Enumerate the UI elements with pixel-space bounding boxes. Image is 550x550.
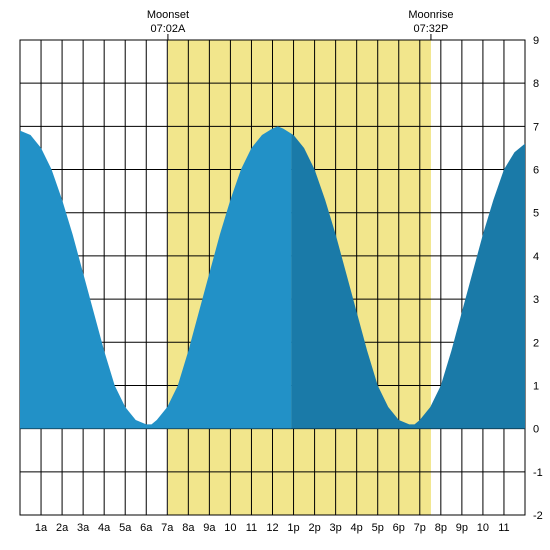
tide-chart: 1a2a3a4a5a6a7a8a9a1011121p2p3p4p5p6p7p8p… (0, 0, 550, 550)
chart-svg: 1a2a3a4a5a6a7a8a9a1011121p2p3p4p5p6p7p8p… (0, 0, 550, 550)
x-tick-label: 3p (330, 522, 342, 534)
x-tick-label: 8a (182, 522, 195, 534)
x-tick-label: 1p (287, 522, 299, 534)
annotation-time: 07:02A (150, 23, 186, 35)
x-tick-label: 4p (351, 522, 363, 534)
x-tick-label: 10 (477, 522, 489, 534)
y-tick-label: 7 (533, 121, 539, 133)
annotation-title: Moonrise (408, 9, 453, 21)
x-tick-label: 6p (393, 522, 405, 534)
x-tick-label: 11 (246, 522, 257, 534)
x-tick-label: 5a (119, 522, 132, 534)
annotation-title: Moonset (147, 9, 189, 21)
x-tick-label: 10 (224, 522, 236, 534)
y-tick-label: 2 (533, 337, 539, 349)
y-tick-label: 8 (533, 78, 539, 90)
x-tick-label: 7a (161, 522, 174, 534)
x-tick-label: 4a (98, 522, 111, 534)
x-tick-label: 8p (435, 522, 447, 534)
y-tick-label: 3 (533, 294, 539, 306)
x-tick-label: 12 (266, 522, 278, 534)
y-tick-label: 0 (533, 424, 539, 436)
y-tick-label: 4 (533, 251, 539, 263)
y-tick-label: 1 (533, 380, 539, 392)
y-tick-label: -2 (533, 510, 543, 522)
annotation-time: 07:32P (414, 23, 449, 35)
x-tick-label: 5p (372, 522, 384, 534)
x-tick-label: 2a (56, 522, 69, 534)
x-tick-label: 7p (414, 522, 426, 534)
y-tick-label: 6 (533, 165, 539, 177)
x-tick-label: 9p (456, 522, 468, 534)
x-tick-label: 11 (498, 522, 509, 534)
x-tick-label: 1a (35, 522, 48, 534)
x-tick-label: 9a (203, 522, 216, 534)
x-tick-label: 2p (308, 522, 320, 534)
x-tick-label: 3a (77, 522, 90, 534)
y-tick-label: 5 (533, 208, 539, 220)
x-tick-label: 6a (140, 522, 153, 534)
y-tick-label: 9 (533, 35, 539, 47)
y-tick-label: -1 (533, 467, 543, 479)
